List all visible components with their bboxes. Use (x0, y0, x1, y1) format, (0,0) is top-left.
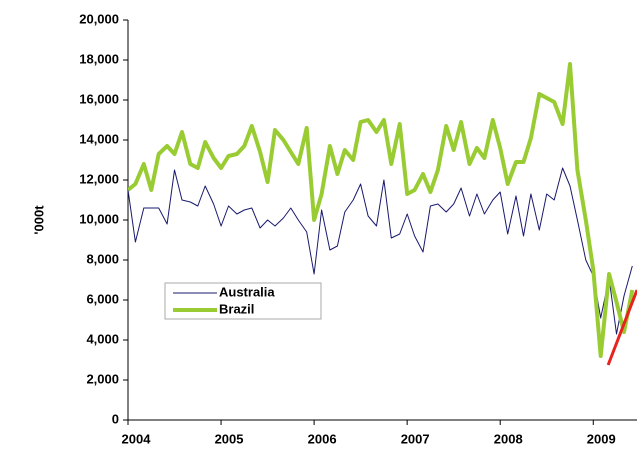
y-tick-label: 16,000 (79, 91, 119, 106)
legend-box (164, 282, 322, 320)
series-line (128, 62, 635, 358)
trend-line (606, 289, 637, 366)
x-tick-label: 2006 (308, 431, 337, 446)
legend-label: Brazil (219, 301, 254, 316)
y-tick-label: 20,000 (79, 11, 119, 26)
x-tick-label: 2007 (401, 431, 430, 446)
y-tick-label: 12,000 (79, 171, 119, 186)
y-tick-label: 8,000 (86, 251, 119, 266)
y-tick-label: 0 (112, 411, 119, 426)
y-tick-label: 14,000 (79, 131, 119, 146)
y-tick-label: 2,000 (86, 371, 119, 386)
y-tick-label: 10,000 (79, 211, 119, 226)
x-tick-label: 2008 (494, 431, 523, 446)
x-tick-label: 2005 (215, 431, 244, 446)
legend-label: Australia (219, 284, 275, 299)
y-tick-label: 6,000 (86, 291, 119, 306)
x-tick-label: 2004 (122, 431, 152, 446)
y-tick-label: 4,000 (86, 331, 119, 346)
x-tick-label: 2009 (587, 431, 616, 446)
series-line (128, 167, 633, 335)
y-axis-label: '000t (31, 205, 46, 235)
y-tick-label: 18,000 (79, 51, 119, 66)
